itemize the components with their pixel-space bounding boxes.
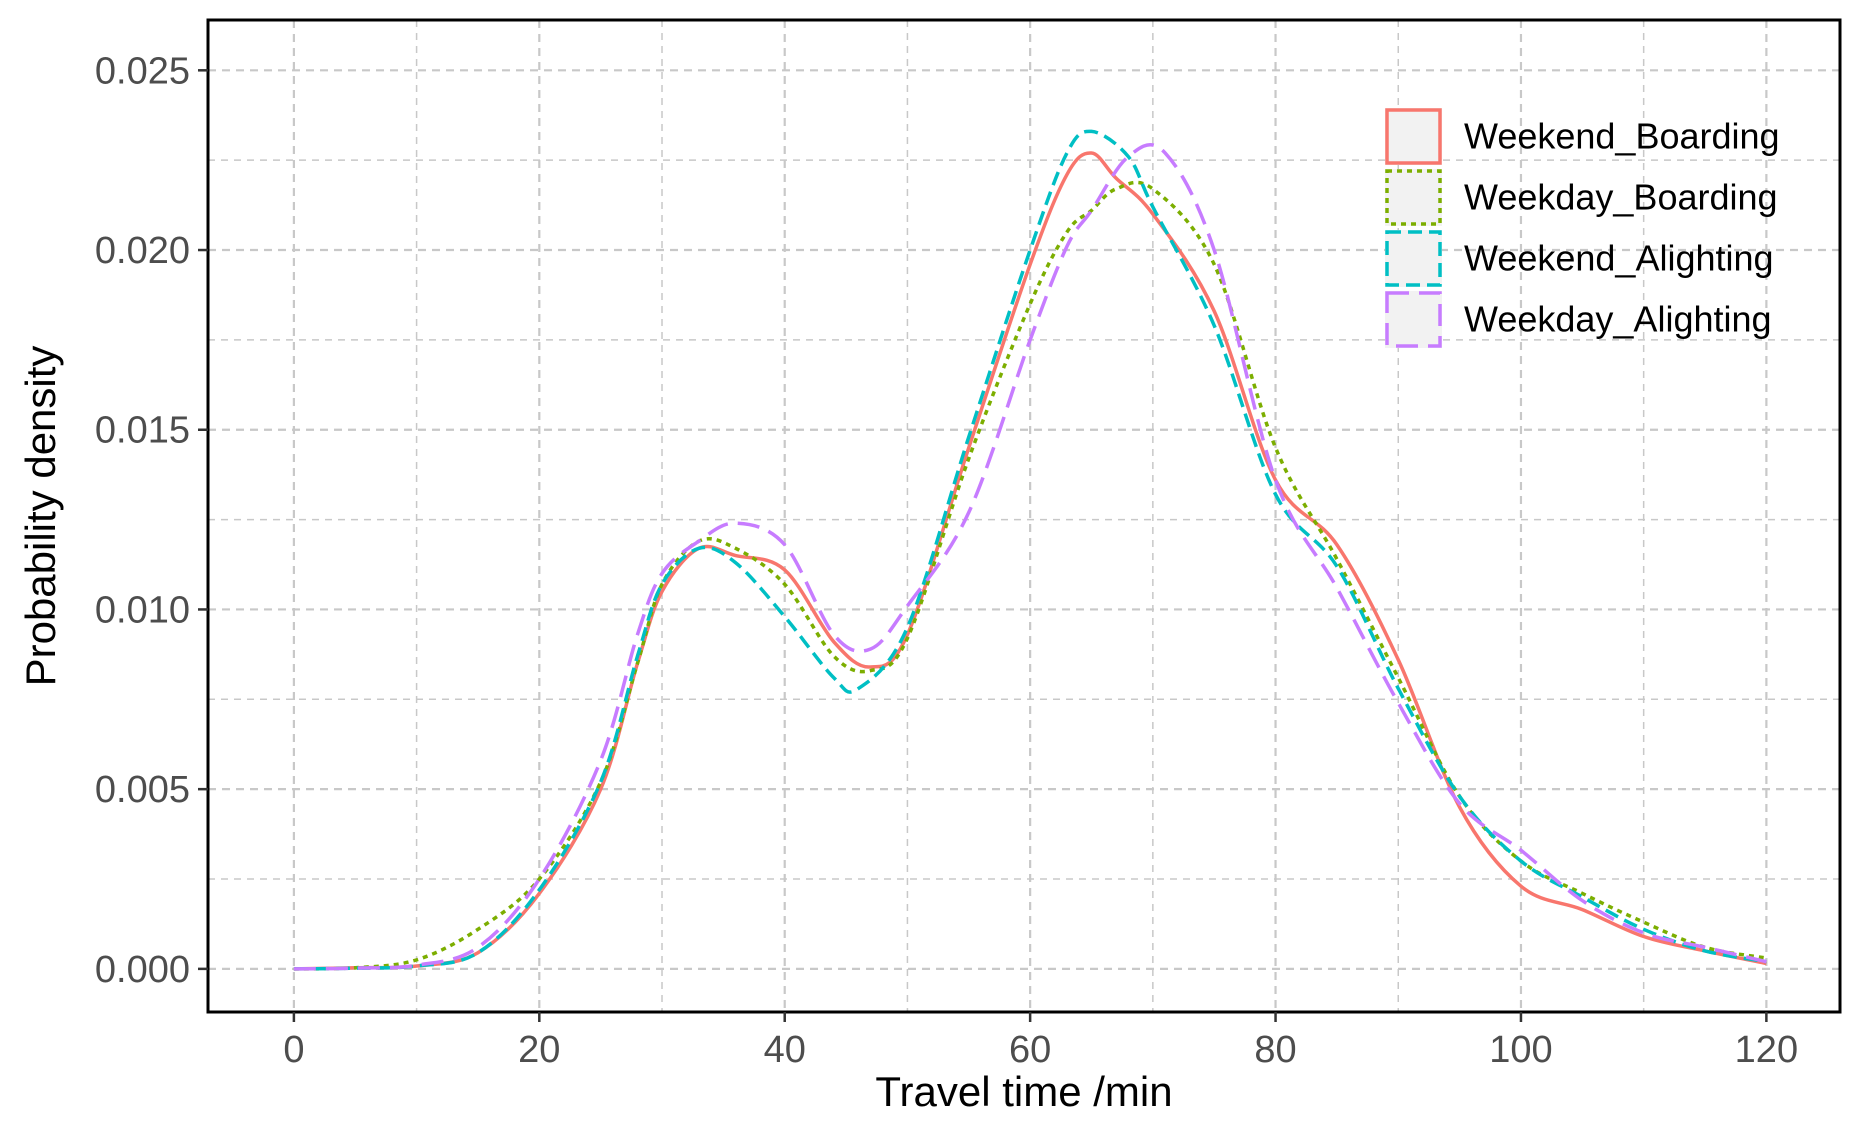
x-tick-label: 0 [283,1029,304,1071]
minor-gridlines [208,20,1840,1012]
y-tick-label: 0.020 [95,230,190,272]
major-gridlines [208,20,1840,1012]
legend-label: Weekend_Boarding [1464,116,1780,157]
x-tick-label: 60 [1009,1029,1051,1071]
legend-label: Weekend_Alighting [1464,238,1774,279]
legend-key-bg [1385,230,1442,287]
series-line-weekend-alighting [293,129,1767,971]
legend-key [1385,169,1442,226]
x-axis-title: Travel time /min [875,1068,1172,1115]
y-tick-label: 0.000 [95,949,190,991]
y-tick-label: 0.010 [95,589,190,631]
series-line-weekday-alighting [293,143,1767,971]
y-axis: 0.000 0.005 0.010 0.015 0.020 0.025 [95,50,208,991]
density-series [293,129,1767,971]
legend: Weekend_Boarding Weekday_Boarding Weekend_… [1385,108,1780,348]
x-tick-label: 100 [1489,1029,1552,1071]
x-tick-label: 120 [1735,1029,1798,1071]
legend-label: Weekday_Boarding [1464,177,1778,218]
legend-key-bg [1385,291,1442,348]
x-tick-label: 80 [1254,1029,1296,1071]
x-tick-label: 20 [518,1029,560,1071]
x-tick-label: 40 [764,1029,806,1071]
legend-key [1385,291,1442,348]
legend-key-bg [1385,169,1442,226]
legend-key-bg [1385,108,1442,165]
y-tick-label: 0.015 [95,410,190,452]
legend-label: Weekday_Alighting [1464,299,1772,340]
y-axis-title: Probability density [17,346,64,687]
y-tick-label: 0.005 [95,769,190,811]
plot-panel-border [206,18,1842,1014]
legend-key [1385,108,1442,165]
legend-key [1385,230,1442,287]
x-axis: 0 20 40 60 80 100 120 [283,1012,1798,1071]
y-tick-label: 0.025 [95,50,190,92]
